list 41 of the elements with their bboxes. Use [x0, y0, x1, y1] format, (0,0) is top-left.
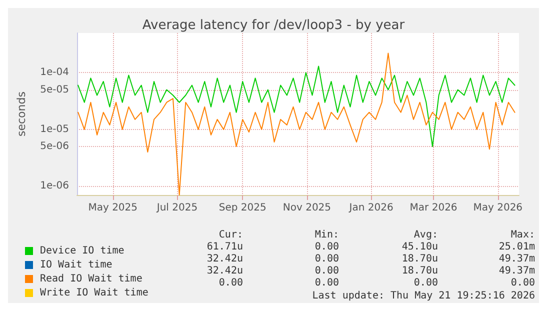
text: 0.00 [314, 278, 339, 288]
y-tick-label: 1e-06 [40, 180, 69, 192]
text: Last update: Thu May 21 19:25:16 2026 [312, 290, 535, 302]
x-tick-label: Nov 2025 [282, 202, 332, 214]
y-tick-label: 1e-05 [40, 124, 69, 135]
text: 49.37m [498, 254, 535, 264]
x-tick-label: Jul 2025 [156, 202, 198, 214]
text: 25.01m [498, 242, 535, 252]
text: 0.00 [218, 278, 243, 288]
text: Min: [314, 230, 339, 240]
x-tick-label: Sep 2025 [218, 202, 266, 214]
y-tick-label: 1e-04 [40, 67, 69, 78]
text: 61.71u [206, 242, 243, 252]
y-tick-label: 5e-06 [40, 141, 69, 152]
y-tick-label: 5e-05 [40, 84, 69, 96]
x-tick-label: May 2025 [88, 202, 138, 214]
text: 0.00 [510, 278, 535, 288]
legend-label: Read IO Wait time [40, 274, 142, 284]
x-tick-label: Jan 2026 [348, 202, 394, 214]
legend-label: Write IO Wait time [40, 288, 148, 298]
legend-label: IO Wait time [40, 260, 112, 270]
text: 32.42u [206, 254, 243, 264]
text: 0.00 [314, 266, 339, 276]
text: 18.70u [402, 254, 438, 264]
y-axis-title: seconds [15, 91, 28, 136]
text: 0.00 [414, 278, 438, 288]
line-series [78, 52, 516, 196]
legend-label: Device IO time [40, 246, 124, 256]
chart-title: Average latency for /dev/loop3 - by year [142, 18, 406, 33]
text: Cur: [218, 230, 243, 240]
text: 18.70u [402, 266, 438, 276]
text: Max: [510, 230, 535, 240]
text: 49.37m [498, 266, 535, 276]
text: 0.00 [314, 242, 339, 252]
text: 45.10u [402, 242, 438, 252]
text: 32.42u [206, 266, 243, 276]
text: 0.00 [314, 254, 339, 264]
x-tick-label: May 2026 [473, 202, 523, 214]
text: Avg: [414, 230, 438, 240]
x-tick-label: Mar 2026 [410, 202, 458, 214]
line-series [78, 66, 516, 148]
